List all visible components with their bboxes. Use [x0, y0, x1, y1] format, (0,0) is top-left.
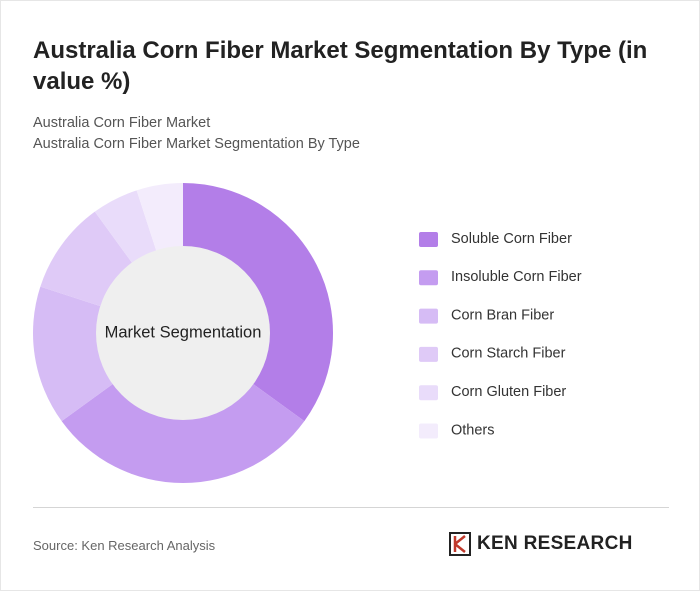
legend-label: Soluble Corn Fiber	[451, 231, 572, 247]
legend-swatch	[419, 385, 438, 401]
legend-swatch	[419, 308, 438, 324]
divider	[33, 507, 669, 508]
logo-icon	[449, 532, 471, 556]
chart-title: Australia Corn Fiber Market Segmentation…	[33, 37, 648, 95]
donut-hole	[96, 246, 270, 420]
legend-label: Insoluble Corn Fiber	[451, 269, 582, 285]
legend-label: Corn Starch Fiber	[451, 346, 566, 362]
legend-label: Corn Gluten Fiber	[451, 384, 566, 400]
logo: KEN RESEARCH	[449, 532, 633, 556]
subtitle: Australia Corn Fiber Market	[33, 115, 211, 131]
legend-swatch	[419, 346, 438, 362]
logo-text: KEN RESEARCH	[477, 533, 633, 554]
legend-swatch	[419, 270, 438, 286]
legend-label: Others	[451, 422, 495, 438]
legend-swatch	[419, 423, 438, 439]
center-label: Market Segmentation	[105, 323, 262, 341]
chart: Market Segmentation Soluble Corn Fiber Ins…	[33, 183, 582, 483]
legend-swatch	[419, 232, 438, 247]
source: Source: Ken Research Analysis	[33, 538, 216, 553]
legend-label: Corn Bran Fiber	[451, 307, 554, 323]
subtitle: Australia Corn Fiber Market Segmentation…	[33, 136, 360, 152]
